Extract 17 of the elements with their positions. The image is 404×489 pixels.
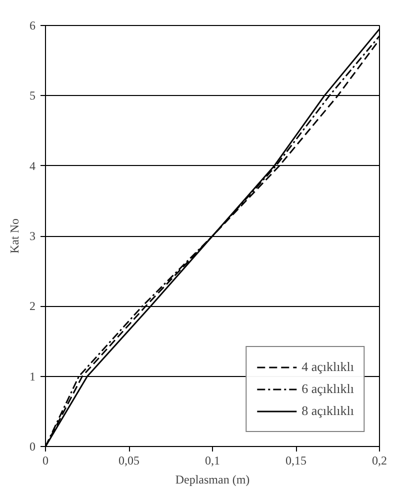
x-tick-label: 0,1 <box>205 454 220 468</box>
x-tick-label: 0,15 <box>286 454 306 468</box>
legend-label: 8 açıklıklı <box>302 403 354 419</box>
y-tick-label: 3 <box>30 229 36 243</box>
y-tick-label: 1 <box>30 369 36 384</box>
y-tick-label: 0 <box>30 440 36 454</box>
legend-label: 4 açıklıklı <box>302 359 354 375</box>
legend-label: 6 açıklıklı <box>302 381 354 397</box>
y-axis-title: Kat No <box>8 218 22 254</box>
y-tick-label: 2 <box>30 299 36 314</box>
x-tick-label: 0,05 <box>118 454 140 468</box>
y-tick-label: 6 <box>30 18 36 32</box>
x-axis-title: Deplasman (m) <box>175 472 250 486</box>
y-tick-label: 5 <box>30 88 36 103</box>
x-tick-label: 0 <box>42 454 48 468</box>
x-tick-label: 0,2 <box>372 454 387 468</box>
y-tick-label: 4 <box>30 158 36 173</box>
